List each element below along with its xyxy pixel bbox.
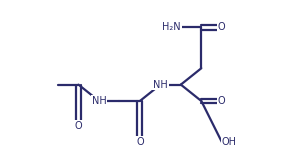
Text: NH: NH [92, 96, 106, 106]
Text: O: O [75, 121, 82, 131]
Text: OH: OH [222, 137, 237, 147]
Text: O: O [136, 137, 144, 147]
Text: NH: NH [153, 80, 168, 90]
Text: H₂N: H₂N [162, 22, 181, 32]
Text: O: O [218, 22, 226, 32]
Text: O: O [218, 96, 226, 106]
